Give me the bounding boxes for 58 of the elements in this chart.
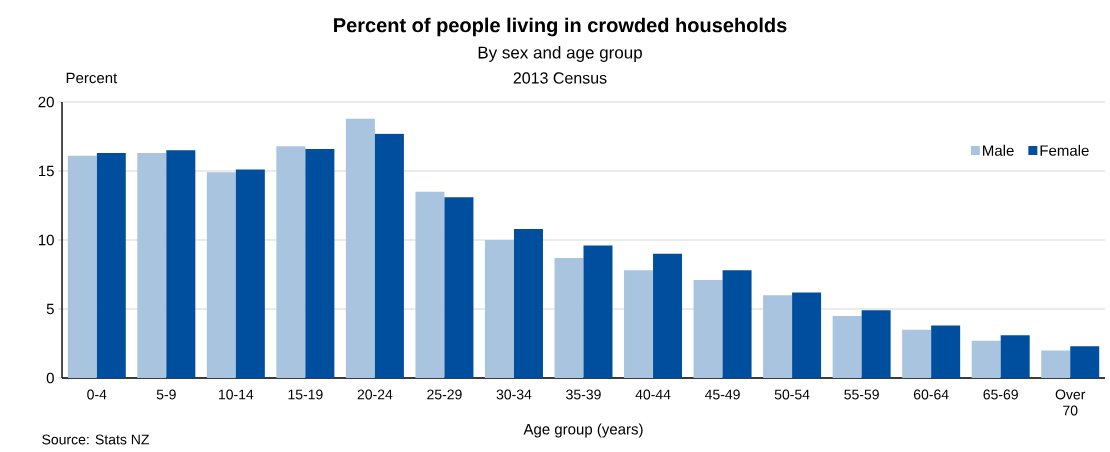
bar [235, 169, 265, 378]
bar [206, 172, 236, 378]
x-tick-label: 15-19 [288, 389, 323, 400]
x-tick-label: 25-29 [427, 389, 462, 400]
bar [763, 295, 793, 378]
text: 2013 Census [513, 72, 607, 84]
x-tick-label: 0-4 [87, 389, 107, 400]
x-tick-label: Over 70 [1055, 389, 1086, 416]
x-tick-label: 50-54 [774, 389, 810, 400]
bar [444, 197, 474, 378]
bar [1041, 350, 1071, 378]
bar [832, 315, 862, 378]
bar [374, 133, 404, 378]
source-note: Source: Stats NZ [42, 434, 149, 445]
bar [624, 270, 654, 378]
bar [1070, 346, 1100, 378]
chart-title: Percent of people living in crowded households [334, 17, 787, 37]
x-tick-label: 5-9 [156, 389, 176, 400]
bar [137, 153, 167, 378]
x-tick-label: 30-34 [496, 389, 532, 400]
bar [693, 280, 723, 378]
x-tick-label: 55-59 [844, 389, 879, 400]
x-axis-title: Age group (years) [523, 423, 643, 438]
y-tick-label: 0 [46, 372, 54, 384]
bar [276, 146, 306, 378]
bar [513, 228, 543, 378]
bar [583, 245, 613, 378]
x-tick-label: 60-64 [913, 389, 949, 400]
bar [902, 329, 932, 378]
bar [931, 325, 961, 378]
y-tick-label: 20 [38, 96, 54, 108]
bar [1000, 335, 1030, 378]
x-tick-label: 65-69 [983, 389, 1018, 400]
bar [971, 340, 1001, 378]
bar [345, 118, 375, 378]
legend-label: Female [1040, 144, 1089, 156]
bar [96, 153, 126, 378]
bar [305, 148, 335, 378]
y-axis-title: Percent [66, 72, 118, 84]
chart-subtitle: By sex and age group [478, 46, 642, 62]
y-tick-label: 15 [38, 165, 54, 177]
x-tick-label: 10-14 [219, 389, 254, 400]
bar [415, 191, 445, 378]
bar [484, 239, 514, 378]
x-tick-label: 35-39 [566, 389, 601, 400]
bar [67, 155, 97, 378]
bar [861, 310, 891, 378]
bar [554, 257, 584, 378]
y-tick-label: 10 [38, 234, 54, 246]
x-tick-label: 45-49 [704, 389, 740, 400]
legend-label: Male [983, 144, 1014, 156]
bar [166, 150, 196, 378]
bar [653, 253, 683, 378]
x-tick-label: 20-24 [357, 389, 393, 400]
x-tick-label: 40-44 [635, 389, 671, 400]
bar [792, 292, 822, 378]
y-tick-label: 5 [46, 303, 54, 315]
bar [722, 270, 752, 378]
